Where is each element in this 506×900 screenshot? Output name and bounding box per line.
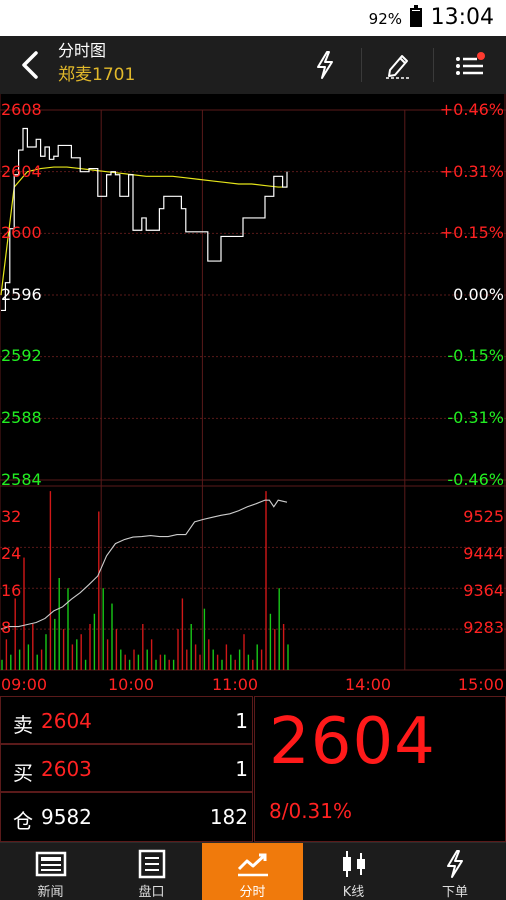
order-icon bbox=[438, 849, 472, 879]
battery-percentage: 92% bbox=[368, 10, 402, 28]
ask-row[interactable]: 卖 2604 1 bbox=[0, 696, 253, 744]
price-tick-label: 2596 bbox=[1, 285, 42, 304]
tab-news[interactable]: 新闻 bbox=[0, 843, 101, 900]
volume-tick-label: 32 bbox=[1, 507, 22, 526]
volume-tick-label: 8 bbox=[1, 618, 12, 637]
bid-quantity: 1 bbox=[235, 757, 248, 781]
header-divider bbox=[361, 48, 362, 82]
oi-tick-label: 9283 bbox=[463, 618, 504, 637]
news-icon bbox=[34, 849, 68, 879]
chart-canvas bbox=[0, 94, 506, 671]
lightning-icon bbox=[317, 51, 333, 79]
average-price-line bbox=[0, 166, 287, 296]
more-menu-button[interactable] bbox=[450, 45, 490, 85]
menu-icon bbox=[456, 52, 485, 75]
tab-label: 新闻 bbox=[37, 885, 64, 900]
last-price-box: 2604 8/0.31% bbox=[254, 696, 506, 842]
contract-symbol: 郑麦1701 bbox=[58, 65, 136, 85]
tab-kline[interactable]: K线 bbox=[303, 843, 404, 900]
bid-label: 买 bbox=[13, 761, 33, 785]
time-tick-label: 09:00 bbox=[1, 675, 48, 694]
time-tick-label: 15:00 bbox=[457, 675, 504, 694]
status-bar: 92% 13:04 bbox=[0, 0, 506, 36]
bottom-tab-bar: 新闻 盘口 分时 K线 下单 bbox=[0, 842, 506, 900]
orderbook-icon bbox=[135, 849, 169, 879]
tab-label: K线 bbox=[342, 885, 365, 900]
oi-tick-label: 9525 bbox=[463, 507, 504, 526]
tab-label: 盘口 bbox=[138, 885, 165, 900]
tab-label: 分时 bbox=[239, 885, 266, 900]
quote-panel: 卖 2604 1 买 2603 1 仓 9582 182 2604 8/0.31… bbox=[0, 696, 506, 842]
bid-row[interactable]: 买 2603 1 bbox=[0, 744, 253, 792]
oi-label: 仓 bbox=[13, 809, 33, 833]
status-clock: 13:04 bbox=[430, 5, 494, 30]
candlestick-icon bbox=[337, 849, 371, 879]
back-button[interactable] bbox=[12, 46, 48, 84]
bid-price: 2603 bbox=[41, 757, 92, 781]
tab-order[interactable]: 下单 bbox=[404, 843, 506, 900]
time-tick-label: 11:00 bbox=[212, 675, 259, 694]
price-tick-label: 2608 bbox=[1, 100, 42, 119]
battery-level bbox=[412, 11, 420, 25]
ask-price: 2604 bbox=[41, 709, 92, 733]
percent-tick-label: -0.15% bbox=[447, 346, 504, 365]
battery-icon bbox=[410, 5, 422, 27]
ask-label: 卖 bbox=[13, 713, 33, 737]
percent-tick-label: +0.31% bbox=[439, 162, 504, 181]
page-title: 分时图 bbox=[58, 41, 107, 60]
timeshare-icon bbox=[236, 849, 270, 879]
tab-timeshare[interactable]: 分时 bbox=[202, 843, 303, 900]
price-tick-label: 2592 bbox=[1, 346, 42, 365]
tab-label: 下单 bbox=[441, 885, 468, 900]
timeshare-chart[interactable]: 2608 2604 2600 2596 2592 2588 2584 +0.46… bbox=[0, 94, 506, 696]
time-tick-label: 10:00 bbox=[108, 675, 155, 694]
ask-quantity: 1 bbox=[235, 709, 248, 733]
pencil-icon bbox=[386, 55, 411, 79]
header-divider bbox=[433, 48, 434, 82]
percent-tick-label: -0.31% bbox=[447, 408, 504, 427]
open-interest-row: 仓 9582 182 bbox=[0, 792, 253, 842]
header-titles: 分时图 郑麦1701 bbox=[58, 40, 135, 88]
oi-value: 9582 bbox=[41, 805, 92, 829]
price-tick-label: 2600 bbox=[1, 223, 42, 242]
price-tick-label: 2584 bbox=[1, 470, 42, 489]
percent-tick-label: +0.46% bbox=[439, 100, 504, 119]
percent-tick-label: -0.46% bbox=[447, 470, 504, 489]
price-tick-label: 2604 bbox=[1, 162, 42, 181]
flash-trade-button[interactable] bbox=[305, 45, 345, 85]
oi-change: 182 bbox=[209, 805, 248, 829]
notification-dot bbox=[477, 52, 485, 60]
oi-tick-label: 9364 bbox=[463, 581, 504, 600]
open-interest-line bbox=[0, 499, 288, 630]
volume-tick-label: 16 bbox=[1, 581, 22, 600]
oi-tick-label: 9444 bbox=[463, 544, 504, 563]
draw-button[interactable] bbox=[378, 45, 418, 85]
app-header: 分时图 郑麦1701 bbox=[0, 36, 506, 94]
percent-tick-label: 0.00% bbox=[453, 285, 504, 304]
back-icon bbox=[22, 51, 38, 79]
last-price: 2604 bbox=[269, 705, 436, 779]
price-tick-label: 2588 bbox=[1, 408, 42, 427]
tab-orderbook[interactable]: 盘口 bbox=[101, 843, 202, 900]
volume-tick-label: 24 bbox=[1, 544, 22, 563]
time-tick-label: 14:00 bbox=[345, 675, 392, 694]
percent-tick-label: +0.15% bbox=[439, 223, 504, 242]
price-change: 8/0.31% bbox=[269, 799, 352, 823]
price-line bbox=[1, 127, 288, 312]
